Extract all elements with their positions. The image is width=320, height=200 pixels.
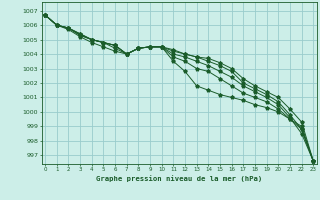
X-axis label: Graphe pression niveau de la mer (hPa): Graphe pression niveau de la mer (hPa): [96, 175, 262, 182]
